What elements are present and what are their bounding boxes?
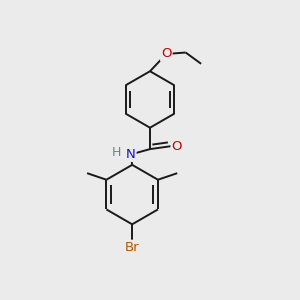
Text: O: O bbox=[161, 47, 172, 61]
Text: Br: Br bbox=[125, 241, 140, 254]
Text: N: N bbox=[126, 148, 136, 161]
Text: H: H bbox=[112, 146, 121, 159]
Text: O: O bbox=[172, 140, 182, 153]
